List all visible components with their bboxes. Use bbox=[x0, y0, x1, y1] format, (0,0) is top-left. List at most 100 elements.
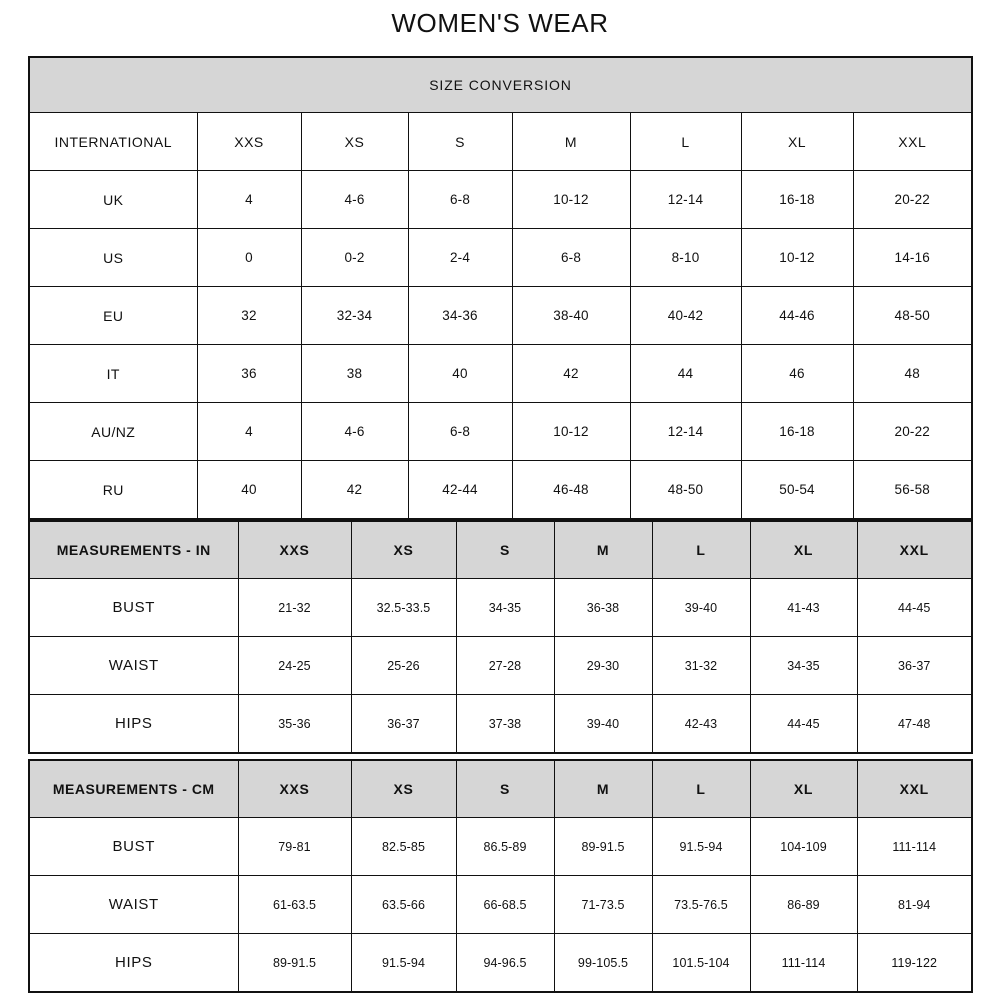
row-label-aunz: AU/NZ bbox=[28, 402, 198, 461]
header-international: INTERNATIONAL bbox=[28, 112, 198, 171]
cell-uk-m: 10-12 bbox=[511, 170, 631, 229]
cell-hips-cm-xs: 91.5-94 bbox=[350, 933, 457, 993]
cell-eu-m: 38-40 bbox=[511, 286, 631, 345]
row-label-ru: RU bbox=[28, 460, 198, 520]
cell-eu-xl: 44-46 bbox=[740, 286, 854, 345]
table-row: IT 36 38 40 42 44 46 48 bbox=[28, 344, 973, 403]
header-size-xxs: XXS bbox=[196, 112, 302, 171]
cell-bust-in-xl: 41-43 bbox=[749, 578, 858, 637]
cell-us-xs: 0-2 bbox=[300, 228, 409, 287]
cell-bust-cm-xxs: 79-81 bbox=[237, 817, 352, 876]
cell-eu-l: 40-42 bbox=[629, 286, 742, 345]
cell-ru-s: 42-44 bbox=[407, 460, 513, 520]
cell-hips-cm-xxs: 89-91.5 bbox=[237, 933, 352, 993]
cell-hips-cm-s: 94-96.5 bbox=[455, 933, 555, 993]
cell-waist-cm-xl: 86-89 bbox=[749, 875, 858, 934]
meas-cm-header-l: L bbox=[651, 759, 751, 818]
cell-hips-in-xxl: 47-48 bbox=[856, 694, 973, 754]
header-size-m: M bbox=[511, 112, 631, 171]
cell-it-xl: 46 bbox=[740, 344, 854, 403]
cell-it-l: 44 bbox=[629, 344, 742, 403]
table-row: US 0 0-2 2-4 6-8 8-10 10-12 14-16 bbox=[28, 228, 973, 287]
row-label-it: IT bbox=[28, 344, 198, 403]
cell-uk-xs: 4-6 bbox=[300, 170, 409, 229]
size-conversion-table: SIZE CONVERSION INTERNATIONAL XXS XS S M… bbox=[28, 56, 974, 520]
cell-it-s: 40 bbox=[407, 344, 513, 403]
measurements-cm-title: MEASUREMENTS - CM bbox=[28, 759, 239, 818]
row-label-eu: EU bbox=[28, 286, 198, 345]
meas-in-header-xxl: XXL bbox=[856, 520, 973, 579]
meas-cm-header-m: M bbox=[553, 759, 653, 818]
cell-ru-xl: 50-54 bbox=[740, 460, 854, 520]
header-size-xxl: XXL bbox=[852, 112, 973, 171]
cell-aunz-xxs: 4 bbox=[196, 402, 302, 461]
cell-uk-xxs: 4 bbox=[196, 170, 302, 229]
cell-us-xl: 10-12 bbox=[740, 228, 854, 287]
size-conversion-header-row: INTERNATIONAL XXS XS S M L XL XXL bbox=[28, 112, 973, 171]
meas-in-header-s: S bbox=[455, 520, 555, 579]
page-title: WOMEN'S WEAR bbox=[391, 8, 609, 38]
cell-hips-cm-l: 101.5-104 bbox=[651, 933, 751, 993]
cell-bust-cm-xs: 82.5-85 bbox=[350, 817, 457, 876]
table-row: BUST 79-81 82.5-85 86.5-89 89-91.5 91.5-… bbox=[28, 817, 973, 876]
cell-it-m: 42 bbox=[511, 344, 631, 403]
cell-bust-in-l: 39-40 bbox=[651, 578, 751, 637]
cell-waist-cm-s: 66-68.5 bbox=[455, 875, 555, 934]
cell-bust-in-xs: 32.5-33.5 bbox=[350, 578, 457, 637]
cell-eu-xs: 32-34 bbox=[300, 286, 409, 345]
meas-in-header-xl: XL bbox=[749, 520, 858, 579]
cell-hips-cm-xxl: 119-122 bbox=[856, 933, 973, 993]
cell-hips-in-m: 39-40 bbox=[553, 694, 653, 754]
meas-in-header-xxs: XXS bbox=[237, 520, 352, 579]
table-row: HIPS 35-36 36-37 37-38 39-40 42-43 44-45… bbox=[28, 694, 973, 754]
table-row: BUST 21-32 32.5-33.5 34-35 36-38 39-40 4… bbox=[28, 578, 973, 637]
measurements-in-title: MEASUREMENTS - IN bbox=[28, 520, 239, 579]
cell-hips-in-s: 37-38 bbox=[455, 694, 555, 754]
row-label-hips-in: HIPS bbox=[28, 694, 239, 754]
row-label-bust-cm: BUST bbox=[28, 817, 239, 876]
cell-bust-in-m: 36-38 bbox=[553, 578, 653, 637]
meas-cm-header-xxs: XXS bbox=[237, 759, 352, 818]
cell-us-m: 6-8 bbox=[511, 228, 631, 287]
row-label-waist-in: WAIST bbox=[28, 636, 239, 695]
cell-us-s: 2-4 bbox=[407, 228, 513, 287]
cell-aunz-xxl: 20-22 bbox=[852, 402, 973, 461]
cell-aunz-s: 6-8 bbox=[407, 402, 513, 461]
table-row: EU 32 32-34 34-36 38-40 40-42 44-46 48-5… bbox=[28, 286, 973, 345]
row-label-bust-in: BUST bbox=[28, 578, 239, 637]
table-row: WAIST 24-25 25-26 27-28 29-30 31-32 34-3… bbox=[28, 636, 973, 695]
cell-waist-cm-l: 73.5-76.5 bbox=[651, 875, 751, 934]
cell-ru-xxs: 40 bbox=[196, 460, 302, 520]
cell-ru-l: 48-50 bbox=[629, 460, 742, 520]
cell-ru-xxl: 56-58 bbox=[852, 460, 973, 520]
cell-bust-in-xxl: 44-45 bbox=[856, 578, 973, 637]
cell-uk-xl: 16-18 bbox=[740, 170, 854, 229]
cell-waist-in-s: 27-28 bbox=[455, 636, 555, 695]
cell-eu-s: 34-36 bbox=[407, 286, 513, 345]
header-size-xs: XS bbox=[300, 112, 409, 171]
cell-uk-l: 12-14 bbox=[629, 170, 742, 229]
meas-in-header-xs: XS bbox=[350, 520, 457, 579]
cell-bust-cm-xxl: 111-114 bbox=[856, 817, 973, 876]
cell-hips-in-l: 42-43 bbox=[651, 694, 751, 754]
cell-us-xxl: 14-16 bbox=[852, 228, 973, 287]
cell-waist-in-xxl: 36-37 bbox=[856, 636, 973, 695]
table-row: AU/NZ 4 4-6 6-8 10-12 12-14 16-18 20-22 bbox=[28, 402, 973, 461]
cell-hips-cm-m: 99-105.5 bbox=[553, 933, 653, 993]
cell-it-xxl: 48 bbox=[852, 344, 973, 403]
cell-waist-in-m: 29-30 bbox=[553, 636, 653, 695]
cell-waist-in-xxs: 24-25 bbox=[237, 636, 352, 695]
table-row: HIPS 89-91.5 91.5-94 94-96.5 99-105.5 10… bbox=[28, 933, 973, 993]
cell-bust-cm-s: 86.5-89 bbox=[455, 817, 555, 876]
table-row: UK 4 4-6 6-8 10-12 12-14 16-18 20-22 bbox=[28, 170, 973, 229]
cell-aunz-m: 10-12 bbox=[511, 402, 631, 461]
cell-hips-in-xs: 36-37 bbox=[350, 694, 457, 754]
measurements-cm-header-row: MEASUREMENTS - CM XXS XS S M L XL XXL bbox=[28, 759, 973, 818]
meas-in-header-m: M bbox=[553, 520, 653, 579]
cell-it-xxs: 36 bbox=[196, 344, 302, 403]
cell-waist-in-xl: 34-35 bbox=[749, 636, 858, 695]
cell-aunz-xl: 16-18 bbox=[740, 402, 854, 461]
cell-waist-cm-xxs: 61-63.5 bbox=[237, 875, 352, 934]
row-label-uk: UK bbox=[28, 170, 198, 229]
